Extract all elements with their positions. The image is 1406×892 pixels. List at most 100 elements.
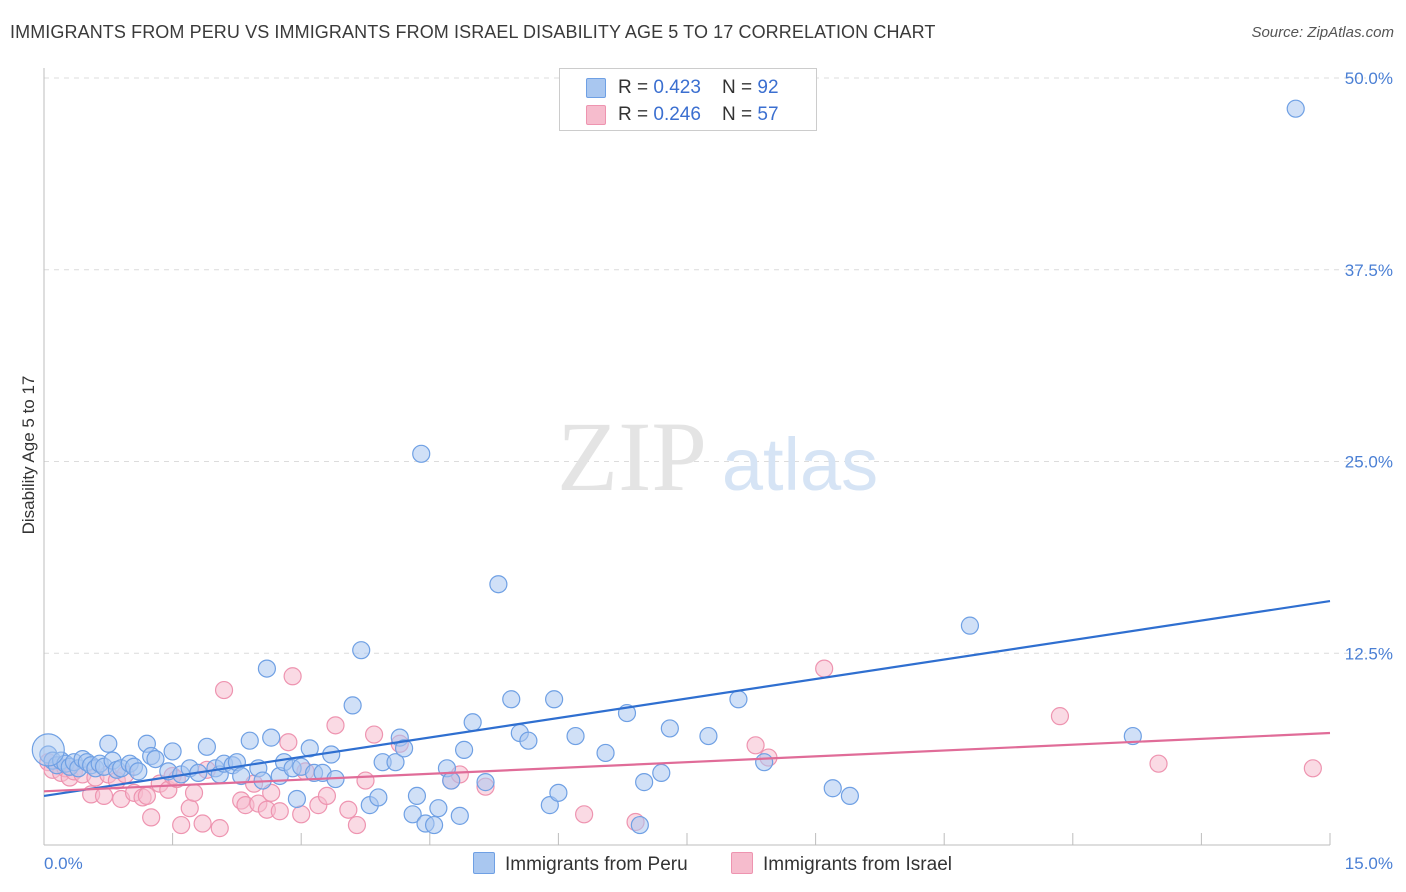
point-peru xyxy=(287,789,307,809)
point-peru xyxy=(450,806,469,825)
point-peru xyxy=(630,815,649,835)
point-peru xyxy=(699,726,718,746)
point-israel xyxy=(283,667,302,686)
legend-israel-n: 57 xyxy=(757,104,779,125)
point-israel xyxy=(575,805,594,824)
trend-line-peru xyxy=(43,600,1331,797)
y-tick-label: 25.0% xyxy=(1345,453,1393,472)
legend-israel-r: 0.246 xyxy=(653,104,701,125)
point-israel xyxy=(364,725,384,744)
point-peru xyxy=(840,786,859,806)
point-peru xyxy=(960,616,980,635)
point-israel xyxy=(137,786,156,806)
point-peru xyxy=(394,739,414,758)
point-peru xyxy=(407,786,427,806)
point-peru xyxy=(232,766,251,786)
point-israel xyxy=(356,771,375,790)
point-israel xyxy=(347,815,367,835)
point-peru xyxy=(652,763,671,783)
point-israel xyxy=(210,819,229,838)
legend-swatch-israel xyxy=(586,105,606,125)
legend-r-label: R = xyxy=(618,77,654,98)
point-peru xyxy=(463,713,482,732)
point-peru xyxy=(412,444,431,463)
legend-swatch-peru xyxy=(586,78,606,98)
point-peru xyxy=(386,753,405,772)
bottom-legend-israel-label: Immigrants from Israel xyxy=(763,854,952,875)
point-peru xyxy=(566,726,585,746)
point-peru xyxy=(262,728,281,747)
bottom-legend-israel: Immigrants from Israel xyxy=(731,852,952,876)
point-peru xyxy=(755,753,774,772)
x-tick-label: 15.0% xyxy=(1345,854,1393,873)
point-israel xyxy=(270,802,289,821)
point-israel xyxy=(279,733,298,752)
legend-n-label: N = xyxy=(722,104,758,125)
point-peru xyxy=(635,773,654,792)
point-peru xyxy=(660,719,679,738)
point-peru xyxy=(454,740,474,759)
bottom-legend-swatch-peru xyxy=(473,852,495,874)
point-israel xyxy=(815,659,834,678)
point-peru xyxy=(549,783,568,802)
point-peru xyxy=(1123,726,1142,746)
point-peru xyxy=(729,690,748,709)
tick-labels: 12.5% 25.0% 37.5% 50.0% 0.0% 15.0% xyxy=(44,69,1393,873)
point-peru xyxy=(197,737,216,756)
point-peru xyxy=(442,771,461,790)
point-israel xyxy=(746,736,765,755)
watermark: ZIP atlas xyxy=(557,401,878,512)
watermark-atlas: atlas xyxy=(722,423,878,506)
point-peru xyxy=(1286,99,1305,118)
trend-lines xyxy=(43,600,1331,797)
point-peru xyxy=(403,805,422,824)
point-israel xyxy=(180,799,199,818)
point-peru xyxy=(31,733,65,767)
point-peru xyxy=(240,731,259,750)
legend-n-label: N = xyxy=(722,77,758,98)
point-peru xyxy=(596,743,615,763)
point-israel xyxy=(326,716,345,735)
point-peru xyxy=(369,788,388,807)
point-peru xyxy=(343,696,362,715)
source-credit: Source: ZipAtlas.com xyxy=(1251,24,1394,41)
point-israel xyxy=(142,808,161,827)
legend-peru-r: 0.423 xyxy=(653,77,701,98)
point-peru xyxy=(823,779,842,798)
chart-title: IMMIGRANTS FROM PERU VS IMMIGRANTS FROM … xyxy=(10,22,936,42)
point-peru xyxy=(129,762,148,781)
point-peru xyxy=(545,690,564,709)
series-peru-points xyxy=(31,99,1305,835)
point-israel xyxy=(292,805,311,824)
x-tick-label: 0.0% xyxy=(44,854,83,873)
point-peru xyxy=(489,575,508,594)
bottom-legend-peru: Immigrants from Peru xyxy=(473,852,688,876)
axes xyxy=(43,68,1331,846)
bottom-legend-peru-label: Immigrants from Peru xyxy=(505,854,688,875)
bottom-legend-swatch-israel xyxy=(731,852,753,874)
y-axis-label: Disability Age 5 to 17 xyxy=(19,376,38,535)
point-peru xyxy=(300,739,319,758)
trend-line-israel xyxy=(43,731,1331,793)
y-tick-label: 12.5% xyxy=(1345,644,1393,663)
point-israel xyxy=(317,786,337,806)
point-peru xyxy=(476,773,495,792)
point-peru xyxy=(519,731,538,750)
point-israel xyxy=(1303,759,1322,778)
grid-lines xyxy=(44,77,1366,654)
point-israel xyxy=(339,800,358,819)
series-israel-points xyxy=(39,659,1322,838)
point-israel xyxy=(193,814,212,833)
point-israel xyxy=(94,786,114,806)
point-peru xyxy=(352,641,371,660)
legend: R = 0.423 N = 92 R = 0.246 N = 57 xyxy=(559,68,817,131)
point-peru xyxy=(257,659,277,678)
point-peru xyxy=(322,745,341,764)
point-israel xyxy=(214,680,234,700)
legend-peru-n: 92 xyxy=(757,77,779,98)
point-peru xyxy=(540,796,559,815)
y-tick-label: 50.0% xyxy=(1345,69,1393,88)
point-israel xyxy=(184,783,204,802)
point-peru xyxy=(163,742,182,761)
point-israel xyxy=(262,783,281,802)
